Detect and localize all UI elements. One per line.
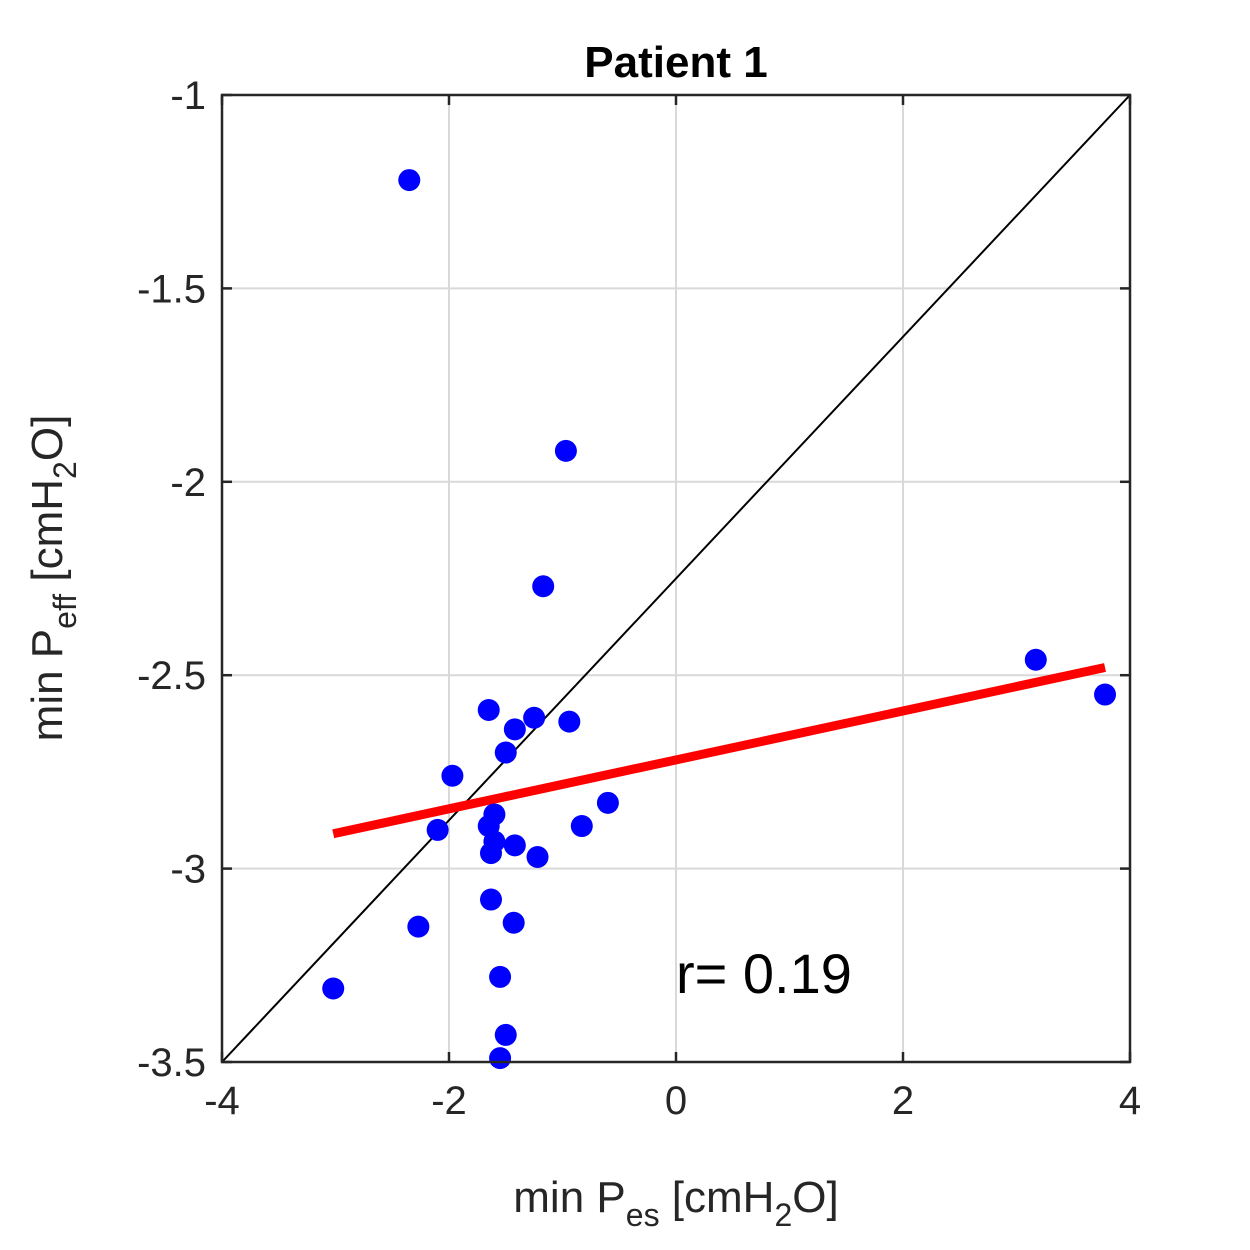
identity-line — [221, 94, 1131, 1063]
y-tick-label: -1.5 — [137, 267, 206, 311]
x-tick-label: 2 — [892, 1079, 914, 1123]
y-axis-title-suffix2: O] — [23, 415, 72, 461]
data-point — [503, 718, 526, 741]
y-axis-title: min Peff [cmH2O] — [23, 415, 83, 742]
y-tick-label: -2.5 — [137, 654, 206, 698]
y-axis-title-suffix: [cmH — [23, 479, 72, 594]
x-tick-label: -4 — [204, 1079, 240, 1123]
data-point — [398, 169, 421, 192]
x-axis-title-suffix2: O] — [792, 1173, 838, 1222]
y-tick-label: -1 — [170, 74, 206, 118]
data-point — [479, 888, 502, 911]
data-point — [441, 764, 464, 787]
data-point — [503, 834, 526, 857]
data-point — [570, 815, 593, 838]
data-point — [322, 977, 345, 1000]
x-axis-title-sub2: 2 — [774, 1197, 792, 1233]
data-point — [479, 842, 502, 865]
x-tick-label: 4 — [1119, 1079, 1141, 1123]
data-point — [1094, 683, 1117, 706]
data-point — [489, 965, 512, 988]
data-point — [526, 845, 549, 868]
x-axis-title: min Pes [cmH2O] — [513, 1173, 838, 1233]
data-point — [1024, 648, 1047, 671]
y-tick-label: -3.5 — [137, 1041, 206, 1085]
data-point — [494, 741, 517, 764]
identity-line-layer — [221, 94, 1131, 1063]
y-tick-label: -2 — [170, 461, 206, 505]
data-point — [502, 911, 525, 934]
data-point — [554, 439, 577, 462]
x-axis-title-sub: es — [626, 1197, 660, 1233]
y-tick-label: -3 — [170, 848, 206, 892]
x-tick-labels: -4 -2 0 2 4 — [204, 1079, 1141, 1123]
data-point — [494, 1023, 517, 1046]
y-axis-title-prefix: min P — [23, 629, 72, 741]
correlation-annotation: r= 0.19 — [676, 942, 852, 1005]
fit-line — [332, 663, 1106, 839]
y-axis-title-sub2: 2 — [47, 461, 83, 479]
x-axis-title-prefix: min P — [513, 1173, 625, 1222]
y-axis-title-sub: eff — [47, 594, 83, 629]
fit-line-layer — [332, 663, 1106, 839]
data-point — [477, 699, 500, 722]
data-point — [407, 915, 430, 938]
tick-marks — [220, 93, 1132, 1064]
data-point — [532, 575, 555, 598]
points-layer — [322, 169, 1117, 1070]
x-tick-label: 0 — [665, 1079, 687, 1123]
data-point — [558, 710, 581, 733]
data-point — [596, 791, 619, 814]
data-point — [426, 818, 449, 841]
y-tick-labels: -3.5 -3 -2.5 -2 -1.5 -1 — [137, 74, 206, 1085]
chart-title: Patient 1 — [584, 38, 767, 87]
x-tick-label: -2 — [431, 1079, 467, 1123]
data-point — [523, 706, 546, 729]
x-axis-title-suffix: [cmH — [660, 1173, 775, 1222]
data-point — [489, 1047, 512, 1070]
